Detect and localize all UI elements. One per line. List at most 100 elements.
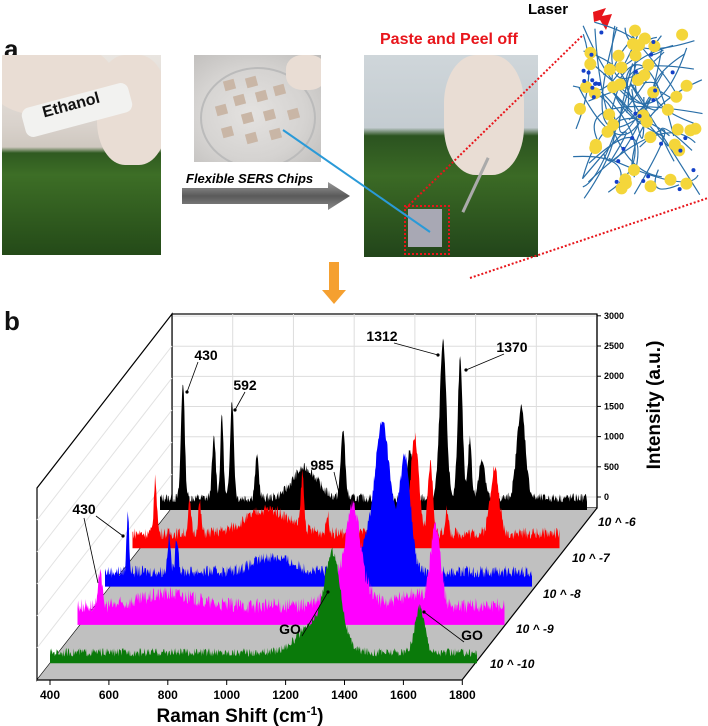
gold-nanoparticle [680, 79, 693, 92]
molecule-dot [593, 81, 598, 86]
z-tick-label: 0 [604, 492, 609, 502]
x-tick-label: 1200 [272, 688, 299, 702]
z-tick-label: 3000 [604, 311, 624, 321]
gold-nanoparticle [676, 28, 689, 41]
gold-nanoparticle [612, 49, 625, 62]
z-tick-label: 2500 [604, 341, 624, 351]
polymer-strand [601, 26, 635, 129]
series-label: 10 ^ -6 [598, 515, 636, 529]
gold-nanoparticle [661, 103, 674, 116]
peak-annotation-label: 430 [72, 501, 96, 517]
petri-dish [200, 67, 316, 162]
x-axis-title: Raman Shift (cm-1) [157, 704, 324, 726]
molecule-dot [597, 81, 602, 86]
annotation-arrow [423, 611, 465, 643]
molecule-dot [649, 52, 654, 57]
annotation-arrow [465, 353, 505, 371]
grid-line-side [36, 345, 173, 521]
molecule-dot [637, 114, 642, 119]
series-labels: 10 ^ -6 10 ^ -7 10 ^ -8 10 ^ -9 10 ^ -10 [490, 515, 636, 671]
peak-annotation-label: 985 [310, 457, 334, 473]
polymer-strand [582, 25, 688, 105]
series-label: 10 ^ -10 [490, 657, 535, 671]
molecule-dot [630, 135, 635, 140]
polymer-strand [582, 63, 637, 188]
x-tick-label: 1000 [213, 688, 240, 702]
polymer-strand [578, 49, 663, 136]
polymer-strand [660, 127, 693, 162]
grid-line-side [36, 377, 173, 553]
gold-nanoparticle [607, 118, 620, 131]
molecule-dot [678, 148, 683, 153]
annotation-arrow [393, 342, 439, 356]
nanostructure-illustration [572, 22, 703, 199]
ethanol-spray-photo: Ethanol [2, 55, 161, 255]
gold-nanoparticle [589, 138, 602, 151]
z-axis-ticks: 0 500 1000 1500 2000 2500 3000 [597, 311, 624, 502]
polymer-strand [582, 131, 627, 179]
intensity-axis-title: Intensity (a.u.) [644, 341, 665, 470]
x-tick-label: 400 [40, 688, 60, 702]
spectrum-10-9 [77, 498, 505, 625]
annotation-arrow [83, 517, 99, 584]
gold-nanoparticle [644, 180, 657, 193]
z-tick-label: 1500 [604, 401, 624, 411]
down-arrow-icon [322, 262, 346, 304]
molecule-dot [653, 88, 658, 93]
series-label: 10 ^ -7 [572, 551, 611, 565]
x-tick-label: 600 [99, 688, 119, 702]
molecule-dot [621, 146, 626, 151]
gold-nanoparticle [671, 123, 684, 136]
annotation-arrow [301, 591, 329, 637]
spectrum-10-7 [132, 432, 560, 549]
gold-nanoparticle [664, 173, 677, 186]
peak-annotation-label: 1312 [366, 328, 397, 344]
molecule-dot [582, 78, 587, 83]
peak-annotation-label: 592 [233, 377, 257, 393]
gold-nanoparticle [615, 61, 628, 74]
x-tick-label: 800 [158, 688, 178, 702]
gold-nanoparticle [629, 24, 642, 37]
molecule-dot [633, 111, 638, 116]
gold-nanoparticle [603, 108, 616, 121]
molecule-dot [691, 168, 696, 173]
polymer-strand [590, 61, 659, 111]
peak-annotation-label: 430 [194, 347, 218, 363]
spectra-group [50, 338, 587, 664]
grid-line-side [36, 441, 173, 617]
gold-nanoparticle [584, 46, 597, 59]
grid-line-side [36, 473, 173, 649]
glove-hand [286, 55, 321, 90]
x-tick-label: 1400 [331, 688, 358, 702]
gold-nanoparticle [603, 63, 616, 76]
annotation-arrow [186, 361, 199, 393]
gold-nanoparticle [644, 131, 657, 144]
annotation-arrowhead [436, 353, 440, 357]
z-tick-label: 2000 [604, 371, 624, 381]
x-tick-label: 1800 [449, 688, 476, 702]
molecule-dot [614, 179, 619, 184]
molecule-dot [651, 39, 656, 44]
molecule-dot [590, 78, 595, 83]
gold-nanoparticle [670, 90, 683, 103]
annotation-arrowhead [185, 390, 189, 394]
gold-nanoparticle [689, 122, 702, 135]
chart-grid [36, 312, 598, 682]
molecule-dot [659, 141, 664, 146]
annotation-arrow [333, 471, 343, 507]
laser-label: Laser [528, 1, 569, 18]
series-label: 10 ^ -8 [543, 587, 581, 601]
gold-nanoparticle [574, 102, 587, 115]
peak-annotation-label: GO [461, 627, 483, 643]
flexible-sers-chips-label: Flexible SERS Chips [186, 171, 314, 186]
molecule-dot [670, 70, 675, 75]
molecule-dot [651, 98, 656, 103]
molecule-dot [641, 179, 646, 184]
molecule-dot [590, 85, 595, 90]
molecule-dot [599, 30, 604, 35]
molecule-dot [591, 95, 596, 100]
annotation-arrowhead [326, 590, 330, 594]
x-axis-ticks: 400 600 800 1000 1200 1400 1600 1800 [40, 680, 476, 702]
z-tick-label: 500 [604, 462, 619, 472]
molecule-dot [677, 187, 682, 192]
